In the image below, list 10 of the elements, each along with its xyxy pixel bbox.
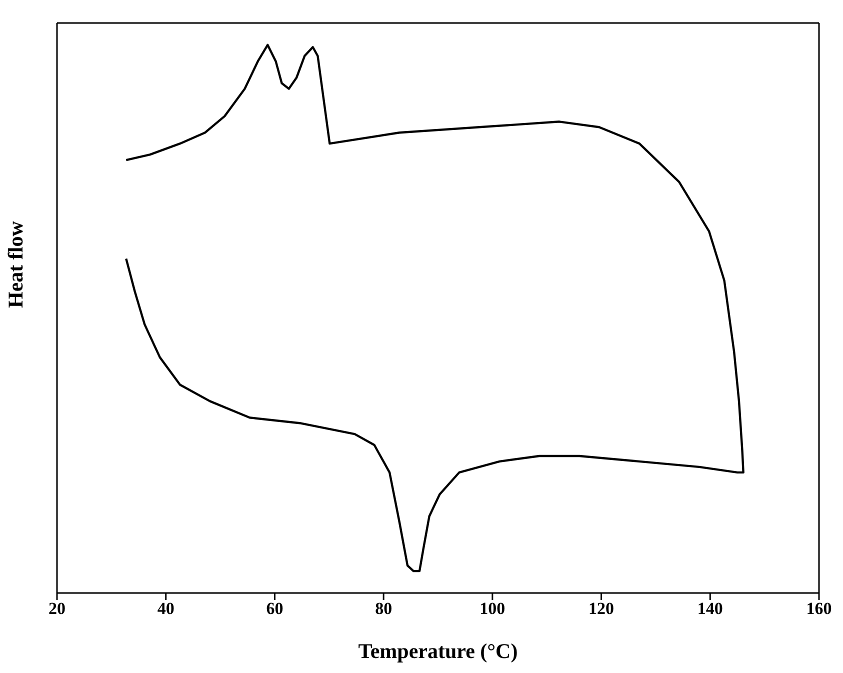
x-tick-label: 160: [806, 599, 832, 618]
x-tick-label: 40: [157, 599, 174, 618]
y-axis-title: Heat flow: [3, 220, 28, 308]
x-tick-label: 140: [697, 599, 723, 618]
x-tick-label: 120: [588, 599, 614, 618]
x-tick-label: 100: [480, 599, 506, 618]
x-tick-label: 20: [48, 599, 66, 618]
x-tick-label: 80: [375, 599, 392, 618]
x-tick-label: 60: [266, 599, 284, 618]
x-axis-title: Temperature (°C): [358, 639, 518, 663]
